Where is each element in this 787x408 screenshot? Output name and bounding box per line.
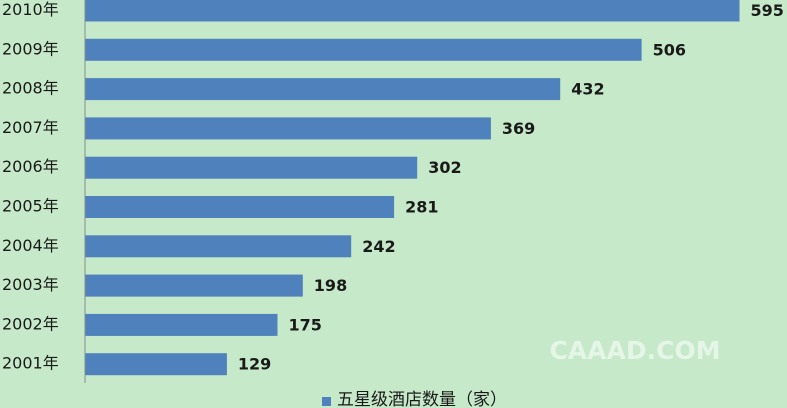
legend-swatch [322,397,331,406]
bar [85,313,278,336]
value-label: 369 [502,119,535,138]
bar [85,0,740,22]
value-label: 175 [289,315,322,334]
value-label: 432 [571,80,604,99]
bar [85,353,227,376]
y-tick-label: 2007年 [2,118,59,137]
y-tick-label: 2006年 [2,157,59,176]
y-tick-label: 2001年 [2,354,59,373]
bar [85,38,642,61]
y-tick-label: 2010年 [2,0,59,19]
value-label: 129 [238,355,271,374]
value-label: 198 [314,276,347,295]
bar [85,235,352,258]
bar [85,196,395,218]
y-tick-label: 2003年 [2,275,59,294]
value-label: 302 [428,158,461,177]
y-tick-label: 2005年 [2,197,59,216]
legend-label: 五星级酒店数量（家） [337,390,507,408]
value-label: 281 [405,198,438,217]
y-tick-label: 2009年 [2,39,59,58]
bar [85,274,303,297]
value-label: 595 [751,1,784,20]
value-label: 242 [362,237,395,256]
bar [85,156,418,179]
y-tick-label: 2002年 [2,314,59,333]
bar [85,78,561,101]
y-tick-label: 2004年 [2,236,59,255]
value-label: 506 [653,40,686,59]
watermark: CAAAD.COM [549,336,720,365]
y-tick-label: 2008年 [2,79,59,98]
bar [85,117,491,140]
